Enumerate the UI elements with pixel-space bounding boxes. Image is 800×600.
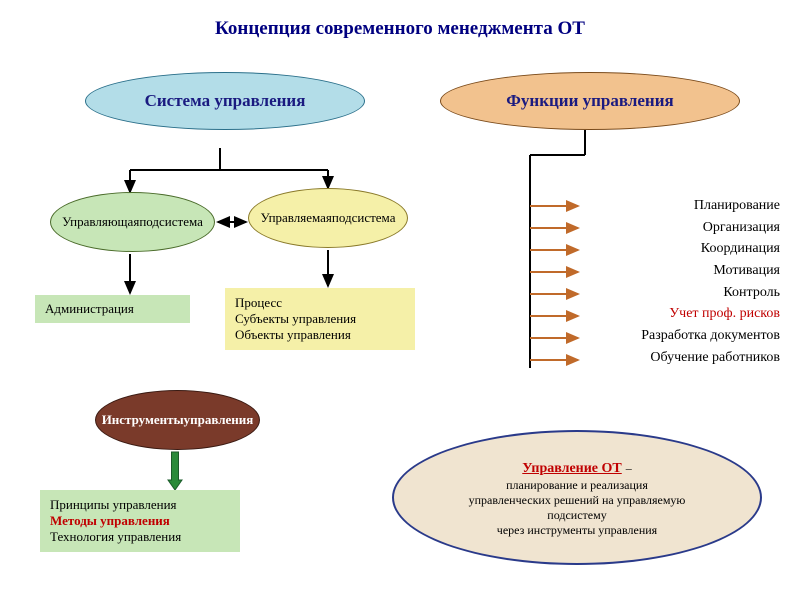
managed-subsystem-ellipse: Управляемаяподсистема — [248, 188, 408, 248]
process-box: ПроцессСубъекты управленияОбъекты управл… — [225, 288, 415, 350]
page-title: Концепция современного менеджмента ОТ — [215, 18, 585, 40]
managing-subsystem-ellipse: Управляющаяподсистема — [50, 192, 215, 252]
functions-list: ПланированиеОрганизацияКоординацияМотива… — [570, 195, 780, 369]
tools-ellipse: Инструментыуправления — [95, 390, 260, 450]
system-ellipse: Система управления — [85, 72, 365, 130]
management-ot-ellipse: Управление ОТ –планирование и реализация… — [392, 430, 762, 565]
principles-box: Принципы управленияМетоды управленияТехн… — [40, 490, 240, 552]
admin-box: Администрация — [35, 295, 190, 323]
functions-ellipse: Функции управления — [440, 72, 740, 130]
